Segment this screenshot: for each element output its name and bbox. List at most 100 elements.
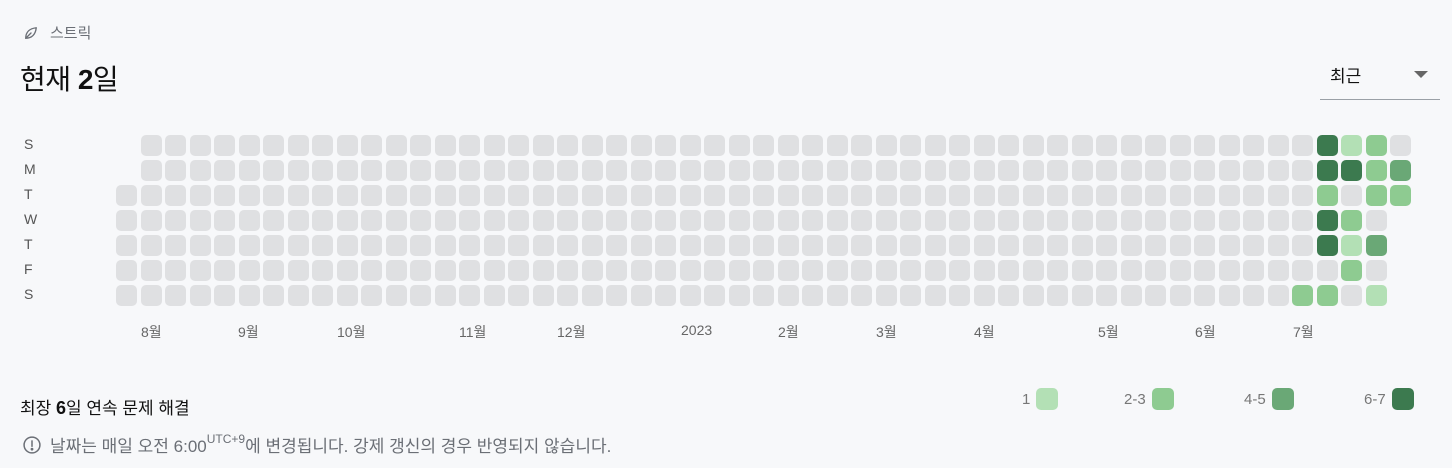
streak-cell[interactable] bbox=[214, 185, 235, 206]
streak-cell[interactable] bbox=[630, 185, 652, 206]
streak-cell[interactable] bbox=[1071, 135, 1093, 156]
streak-cell[interactable] bbox=[361, 285, 382, 306]
streak-cell[interactable] bbox=[532, 185, 554, 206]
streak-cell[interactable] bbox=[1365, 285, 1387, 306]
streak-cell[interactable] bbox=[410, 135, 431, 156]
streak-cell[interactable] bbox=[1047, 160, 1068, 181]
streak-cell[interactable] bbox=[973, 235, 995, 256]
streak-cell[interactable] bbox=[875, 210, 897, 231]
streak-cell[interactable] bbox=[606, 285, 627, 306]
streak-cell[interactable] bbox=[753, 260, 774, 281]
streak-cell[interactable] bbox=[1022, 185, 1044, 206]
streak-cell[interactable] bbox=[508, 160, 529, 181]
streak-cell[interactable] bbox=[949, 160, 970, 181]
streak-cell[interactable] bbox=[1243, 185, 1264, 206]
streak-cell[interactable] bbox=[679, 235, 701, 256]
streak-cell[interactable] bbox=[557, 160, 578, 181]
streak-cell[interactable] bbox=[973, 210, 995, 231]
streak-cell[interactable] bbox=[630, 235, 652, 256]
streak-cell[interactable] bbox=[508, 135, 529, 156]
streak-cell[interactable] bbox=[1120, 185, 1142, 206]
streak-cell[interactable] bbox=[924, 135, 946, 156]
streak-cell[interactable] bbox=[165, 285, 186, 306]
streak-cell[interactable] bbox=[1267, 285, 1289, 306]
streak-cell[interactable] bbox=[1390, 185, 1411, 206]
streak-cell[interactable] bbox=[1145, 210, 1166, 231]
streak-cell[interactable] bbox=[361, 210, 382, 231]
streak-cell[interactable] bbox=[459, 160, 480, 181]
streak-cell[interactable] bbox=[361, 160, 382, 181]
streak-cell[interactable] bbox=[826, 135, 848, 156]
streak-cell[interactable] bbox=[189, 285, 211, 306]
streak-cell[interactable] bbox=[189, 185, 211, 206]
streak-cell[interactable] bbox=[140, 235, 162, 256]
streak-cell[interactable] bbox=[753, 185, 774, 206]
streak-cell[interactable] bbox=[1096, 210, 1117, 231]
streak-cell[interactable] bbox=[728, 160, 750, 181]
streak-cell[interactable] bbox=[483, 185, 505, 206]
streak-cell[interactable] bbox=[557, 210, 578, 231]
streak-cell[interactable] bbox=[434, 285, 456, 306]
streak-cell[interactable] bbox=[826, 160, 848, 181]
streak-cell[interactable] bbox=[336, 235, 358, 256]
streak-cell[interactable] bbox=[1341, 235, 1362, 256]
streak-cell[interactable] bbox=[385, 285, 407, 306]
streak-cell[interactable] bbox=[1194, 210, 1215, 231]
streak-cell[interactable] bbox=[655, 285, 676, 306]
streak-cell[interactable] bbox=[630, 285, 652, 306]
streak-cell[interactable] bbox=[753, 210, 774, 231]
streak-cell[interactable] bbox=[410, 260, 431, 281]
streak-cell[interactable] bbox=[508, 185, 529, 206]
streak-cell[interactable] bbox=[165, 235, 186, 256]
streak-cell[interactable] bbox=[1218, 260, 1240, 281]
streak-cell[interactable] bbox=[1267, 160, 1289, 181]
streak-cell[interactable] bbox=[655, 260, 676, 281]
streak-cell[interactable] bbox=[459, 135, 480, 156]
streak-cell[interactable] bbox=[973, 285, 995, 306]
streak-cell[interactable] bbox=[1096, 185, 1117, 206]
streak-cell[interactable] bbox=[606, 260, 627, 281]
streak-cell[interactable] bbox=[900, 235, 921, 256]
streak-cell[interactable] bbox=[1071, 185, 1093, 206]
streak-cell[interactable] bbox=[1390, 160, 1411, 181]
streak-cell[interactable] bbox=[728, 285, 750, 306]
streak-cell[interactable] bbox=[1169, 185, 1191, 206]
streak-cell[interactable] bbox=[949, 135, 970, 156]
streak-cell[interactable] bbox=[753, 135, 774, 156]
streak-cell[interactable] bbox=[826, 260, 848, 281]
streak-cell[interactable] bbox=[336, 135, 358, 156]
streak-cell[interactable] bbox=[165, 260, 186, 281]
streak-cell[interactable] bbox=[1096, 260, 1117, 281]
streak-cell[interactable] bbox=[410, 285, 431, 306]
streak-cell[interactable] bbox=[1120, 260, 1142, 281]
streak-cell[interactable] bbox=[459, 210, 480, 231]
streak-cell[interactable] bbox=[532, 285, 554, 306]
streak-cell[interactable] bbox=[777, 210, 799, 231]
streak-cell[interactable] bbox=[1071, 260, 1093, 281]
streak-cell[interactable] bbox=[1243, 285, 1264, 306]
streak-cell[interactable] bbox=[165, 185, 186, 206]
streak-cell[interactable] bbox=[1169, 160, 1191, 181]
streak-cell[interactable] bbox=[214, 235, 235, 256]
streak-cell[interactable] bbox=[655, 210, 676, 231]
streak-cell[interactable] bbox=[336, 160, 358, 181]
streak-cell[interactable] bbox=[1120, 285, 1142, 306]
period-select[interactable]: 최근 bbox=[1320, 56, 1440, 100]
streak-cell[interactable] bbox=[581, 135, 603, 156]
streak-cell[interactable] bbox=[116, 235, 137, 256]
streak-cell[interactable] bbox=[1169, 285, 1191, 306]
streak-cell[interactable] bbox=[802, 160, 823, 181]
streak-cell[interactable] bbox=[1243, 160, 1264, 181]
streak-cell[interactable] bbox=[1292, 210, 1313, 231]
streak-cell[interactable] bbox=[851, 135, 872, 156]
streak-cell[interactable] bbox=[410, 210, 431, 231]
streak-cell[interactable] bbox=[728, 260, 750, 281]
streak-cell[interactable] bbox=[973, 185, 995, 206]
streak-cell[interactable] bbox=[1341, 210, 1362, 231]
streak-cell[interactable] bbox=[606, 210, 627, 231]
streak-cell[interactable] bbox=[1022, 160, 1044, 181]
streak-cell[interactable] bbox=[238, 260, 260, 281]
streak-cell[interactable] bbox=[385, 160, 407, 181]
streak-cell[interactable] bbox=[459, 260, 480, 281]
streak-cell[interactable] bbox=[581, 260, 603, 281]
